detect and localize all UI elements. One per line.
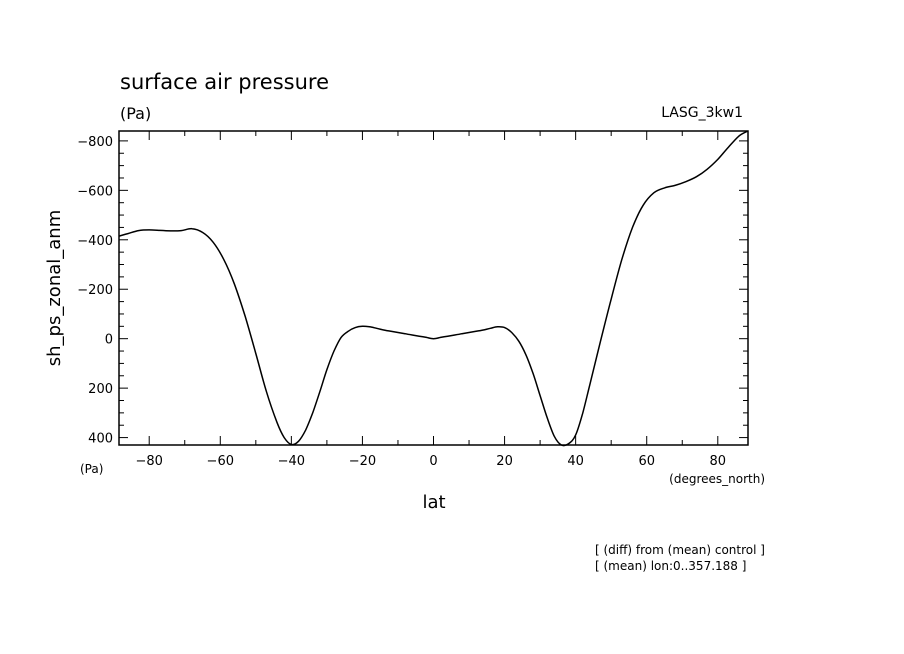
y-axis-ticks — [119, 140, 748, 439]
annotation-diff: [ (diff) from (mean) control ] — [595, 543, 765, 557]
y-tick-label: 400 — [88, 432, 113, 447]
units-label: (Pa) — [120, 104, 151, 123]
x-tick-label: 80 — [710, 454, 727, 469]
x-tick-label: 20 — [496, 454, 513, 469]
x-tick-label: −80 — [135, 454, 162, 469]
annotation-mean: [ (mean) lon:0..357.188 ] — [595, 559, 746, 573]
x-tick-label: 0 — [429, 454, 437, 469]
y-tick-label: −800 — [77, 135, 113, 150]
y-axis-label: sh_ps_zonal_anm — [44, 210, 65, 366]
x-units-label: (degrees_north) — [669, 472, 765, 486]
y-tick-label: 0 — [105, 333, 113, 348]
model-label: LASG_3kw1 — [661, 105, 743, 121]
y-tick-label: −200 — [77, 283, 113, 298]
chart-title: surface air pressure — [120, 70, 329, 94]
series-line — [118, 130, 749, 447]
x-tick-label: 40 — [567, 454, 584, 469]
y-axis-tick-labels: −800 −600 −400 −200 0 200 400 — [77, 135, 113, 447]
plot-frame — [118, 130, 749, 446]
x-tick-label: −40 — [278, 454, 305, 469]
x-tick-label: 60 — [638, 454, 655, 469]
y-tick-label: 200 — [88, 382, 113, 397]
x-tick-label: −60 — [207, 454, 234, 469]
x-axis-tick-labels: −80 −60 −40 −20 0 20 40 60 80 — [135, 454, 726, 469]
x-tick-label: −20 — [349, 454, 376, 469]
y-units-label: (Pa) — [80, 462, 103, 476]
x-axis-ticks — [148, 131, 719, 445]
y-tick-label: −600 — [77, 184, 113, 199]
y-tick-label: −400 — [77, 234, 113, 249]
x-axis-label: lat — [422, 492, 445, 513]
